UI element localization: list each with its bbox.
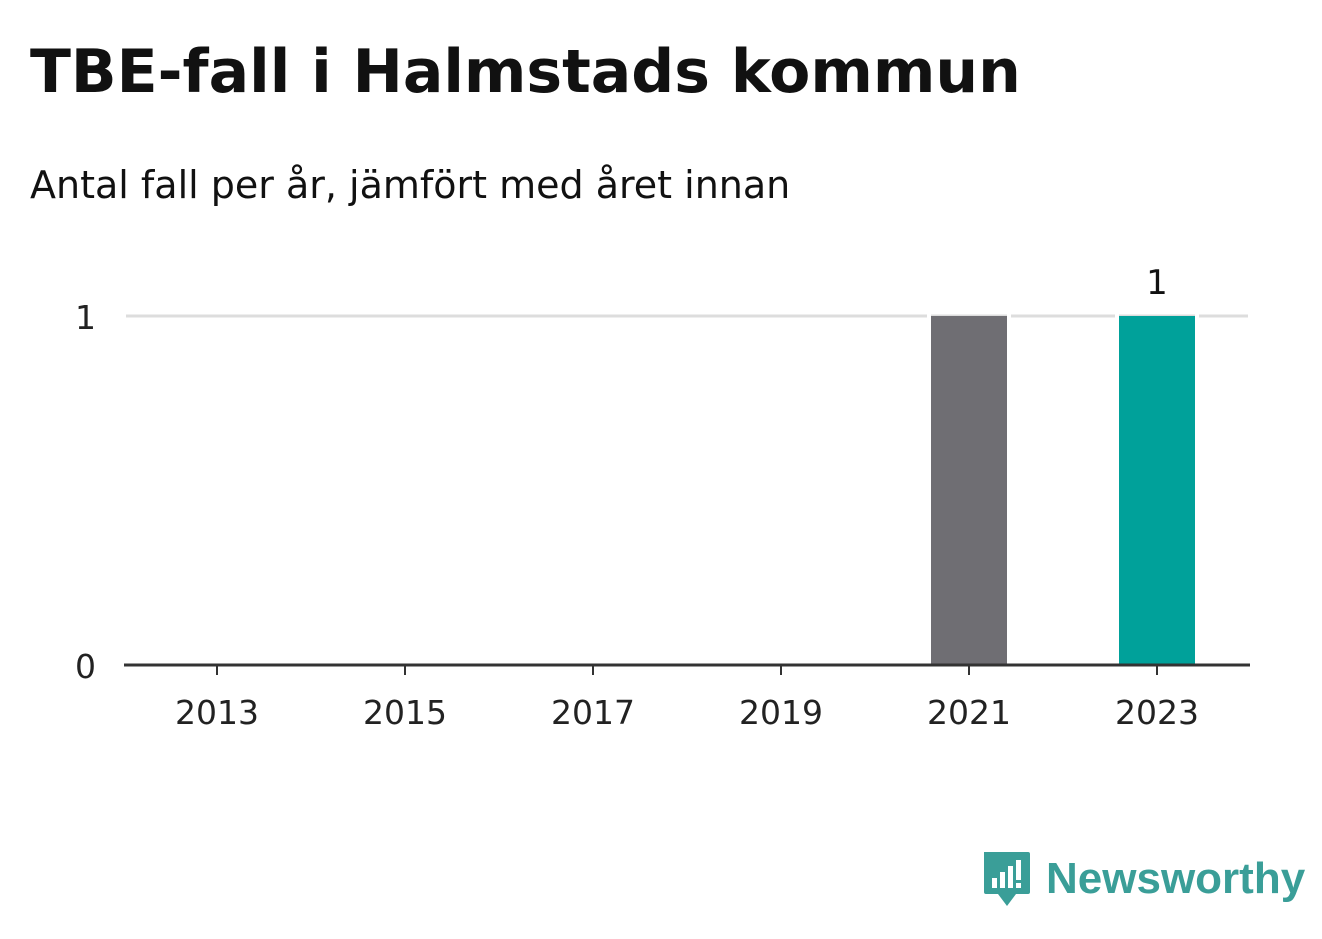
newsworthy-logo: Newsworthy xyxy=(980,848,1305,910)
x-tick-label: 2021 xyxy=(927,693,1011,732)
chart-title: TBE-fall i Halmstads kommun xyxy=(30,37,1021,107)
bar-2023 xyxy=(1119,316,1195,665)
y-tick-label: 1 xyxy=(75,298,96,337)
y-tick-label: 0 xyxy=(75,647,96,686)
x-tick-label: 2015 xyxy=(363,693,447,732)
newsworthy-logo-icon xyxy=(984,852,1030,906)
x-tick-label: 2023 xyxy=(1115,693,1199,732)
x-tick-label: 2019 xyxy=(739,693,823,732)
x-tick-label: 2013 xyxy=(175,693,259,732)
x-tick-label: 2017 xyxy=(551,693,635,732)
chart-subtitle: Antal fall per år, jämfört med året inna… xyxy=(30,163,791,207)
data-label-2023: 1 xyxy=(1146,263,1168,303)
bar-2021 xyxy=(931,316,1007,665)
newsworthy-logo-text: Newsworthy xyxy=(1046,854,1306,903)
